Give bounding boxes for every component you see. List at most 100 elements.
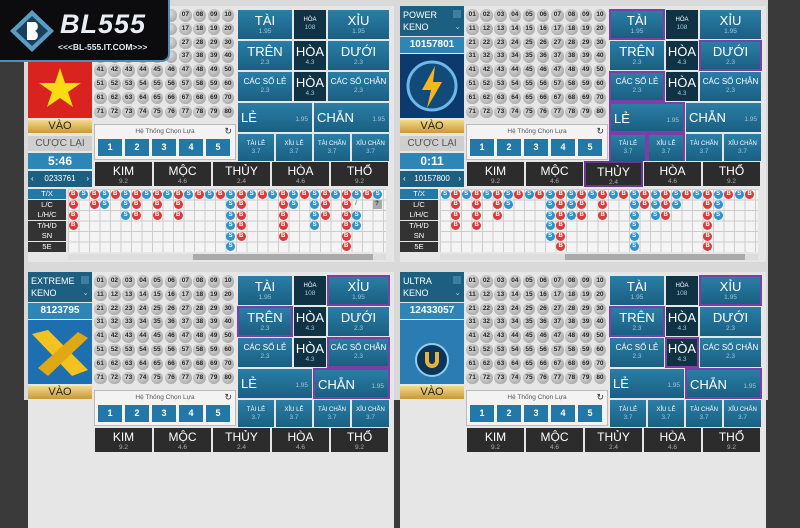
number-ball[interactable]: 42 bbox=[108, 330, 121, 343]
number-ball[interactable]: 69 bbox=[207, 91, 220, 105]
number-ball[interactable]: 36 bbox=[536, 316, 550, 329]
game-selector[interactable]: EXTREME KENO ⌄ bbox=[28, 272, 92, 302]
chooser-button[interactable]: 2 bbox=[125, 139, 149, 156]
number-ball[interactable]: 54 bbox=[136, 343, 150, 357]
number-ball[interactable]: 03 bbox=[494, 275, 507, 288]
number-ball[interactable]: 40 bbox=[221, 316, 235, 329]
number-ball[interactable]: 01 bbox=[466, 9, 479, 22]
number-ball[interactable]: 64 bbox=[136, 357, 150, 371]
chooser-button[interactable]: 3 bbox=[524, 405, 548, 422]
number-ball[interactable]: 57 bbox=[179, 343, 192, 357]
number-ball[interactable]: 68 bbox=[565, 357, 578, 371]
bet-tren[interactable]: TRÊN 2.3 bbox=[609, 306, 665, 337]
number-ball[interactable]: 53 bbox=[494, 343, 507, 357]
number-ball[interactable]: 39 bbox=[579, 316, 592, 329]
number-ball[interactable]: 70 bbox=[221, 357, 235, 371]
bet-xiu[interactable]: XỈU 1.95 bbox=[699, 275, 762, 306]
number-ball[interactable]: 79 bbox=[579, 105, 592, 119]
element-bet[interactable]: KIM 9.2 bbox=[466, 427, 525, 453]
number-ball[interactable]: 67 bbox=[551, 91, 564, 105]
number-ball[interactable]: 14 bbox=[508, 288, 522, 302]
refresh-icon[interactable]: ↻ bbox=[224, 392, 232, 402]
road-label[interactable]: L/C bbox=[400, 199, 438, 210]
bet-le[interactable]: LẺ 1.95 bbox=[237, 368, 313, 399]
number-ball[interactable]: 07 bbox=[551, 275, 564, 288]
number-ball[interactable]: 02 bbox=[480, 9, 493, 22]
number-ball[interactable]: 33 bbox=[494, 316, 507, 329]
number-ball[interactable]: 61 bbox=[94, 357, 107, 371]
number-ball[interactable]: 51 bbox=[94, 343, 107, 357]
number-ball[interactable]: 13 bbox=[494, 288, 507, 302]
number-ball[interactable]: 32 bbox=[108, 316, 121, 329]
number-ball[interactable]: 41 bbox=[94, 64, 107, 77]
bet-chan[interactable]: CHẴN 1.95 bbox=[685, 368, 762, 399]
number-ball[interactable]: 06 bbox=[164, 275, 178, 288]
number-ball[interactable]: 27 bbox=[551, 36, 564, 50]
number-ball[interactable]: 76 bbox=[536, 371, 550, 385]
number-ball[interactable]: 26 bbox=[536, 302, 550, 316]
number-ball[interactable]: 28 bbox=[193, 36, 206, 50]
number-ball[interactable]: 77 bbox=[551, 371, 564, 385]
chooser-button[interactable]: 3 bbox=[152, 139, 176, 156]
bet-xiuchan[interactable]: XỈU CHẴN 3.7 bbox=[723, 133, 762, 163]
number-ball[interactable]: 65 bbox=[522, 91, 536, 105]
number-ball[interactable]: 66 bbox=[164, 91, 178, 105]
number-ball[interactable]: 17 bbox=[551, 288, 564, 302]
game-selector[interactable]: POWER KENO ⌄ bbox=[400, 6, 464, 36]
number-ball[interactable]: 28 bbox=[193, 302, 206, 316]
number-ball[interactable]: 78 bbox=[193, 105, 206, 119]
number-ball[interactable]: 22 bbox=[108, 302, 121, 316]
chooser-button[interactable]: 2 bbox=[125, 405, 149, 422]
road-label[interactable]: 5E bbox=[28, 241, 66, 252]
number-ball[interactable]: 67 bbox=[179, 357, 192, 371]
number-ball[interactable]: 10 bbox=[593, 9, 607, 22]
number-ball[interactable]: 20 bbox=[593, 288, 607, 302]
element-bet[interactable]: THỔ 9.2 bbox=[702, 427, 761, 453]
number-ball[interactable]: 08 bbox=[565, 275, 578, 288]
element-bet[interactable]: HÒA 4.6 bbox=[643, 161, 702, 187]
chooser-button[interactable]: 5 bbox=[206, 139, 230, 156]
number-ball[interactable]: 17 bbox=[551, 22, 564, 36]
road-label[interactable]: L/H/C bbox=[28, 210, 66, 220]
number-ball[interactable]: 41 bbox=[466, 64, 479, 77]
number-ball[interactable]: 44 bbox=[508, 330, 522, 343]
bet-xiuchan[interactable]: XỈU CHẴN 3.7 bbox=[351, 399, 390, 429]
number-ball[interactable]: 59 bbox=[207, 343, 220, 357]
number-ball[interactable]: 63 bbox=[494, 357, 507, 371]
number-ball[interactable]: 41 bbox=[466, 330, 479, 343]
number-ball[interactable]: 36 bbox=[164, 316, 178, 329]
number-ball[interactable]: 34 bbox=[508, 316, 522, 329]
number-ball[interactable]: 25 bbox=[522, 302, 536, 316]
number-ball[interactable]: 55 bbox=[522, 343, 536, 357]
refresh-icon[interactable]: ↻ bbox=[224, 126, 232, 136]
bet-hoa3[interactable]: HÒA 4.3 bbox=[665, 337, 699, 368]
road-label[interactable]: L/C bbox=[28, 199, 66, 210]
number-ball[interactable]: 78 bbox=[565, 371, 578, 385]
number-ball[interactable]: 01 bbox=[94, 275, 107, 288]
number-ball[interactable]: 72 bbox=[480, 371, 493, 385]
bet-taile[interactable]: TÀI LẺ 3.7 bbox=[609, 133, 647, 163]
number-ball[interactable]: 72 bbox=[480, 105, 493, 119]
number-ball[interactable]: 75 bbox=[522, 105, 536, 119]
number-ball[interactable]: 73 bbox=[494, 105, 507, 119]
number-ball[interactable]: 46 bbox=[536, 64, 550, 77]
road-label[interactable]: SN bbox=[400, 231, 438, 241]
number-ball[interactable]: 27 bbox=[179, 36, 192, 50]
number-ball[interactable]: 50 bbox=[593, 330, 607, 343]
bet-chan3[interactable]: CÁC SỐ CHẴN 2.3 bbox=[699, 337, 762, 368]
number-ball[interactable]: 10 bbox=[593, 275, 607, 288]
number-ball[interactable]: 58 bbox=[193, 77, 206, 91]
number-ball[interactable]: 18 bbox=[193, 22, 206, 36]
number-ball[interactable]: 12 bbox=[108, 288, 121, 302]
number-ball[interactable]: 37 bbox=[179, 50, 192, 63]
number-ball[interactable]: 54 bbox=[136, 77, 150, 91]
number-ball[interactable]: 69 bbox=[579, 357, 592, 371]
number-ball[interactable]: 56 bbox=[536, 77, 550, 91]
bet-xiu[interactable]: XỈU 1.95 bbox=[327, 275, 390, 306]
refresh-icon[interactable]: ↻ bbox=[596, 392, 604, 402]
number-ball[interactable]: 11 bbox=[466, 288, 479, 302]
number-ball[interactable]: 73 bbox=[122, 105, 135, 119]
bet-xiuchan[interactable]: XỈU CHẴN 3.7 bbox=[723, 399, 762, 429]
bet-le3[interactable]: CÁC SỐ LẺ 2.3 bbox=[609, 71, 665, 102]
number-ball[interactable]: 71 bbox=[94, 371, 107, 385]
